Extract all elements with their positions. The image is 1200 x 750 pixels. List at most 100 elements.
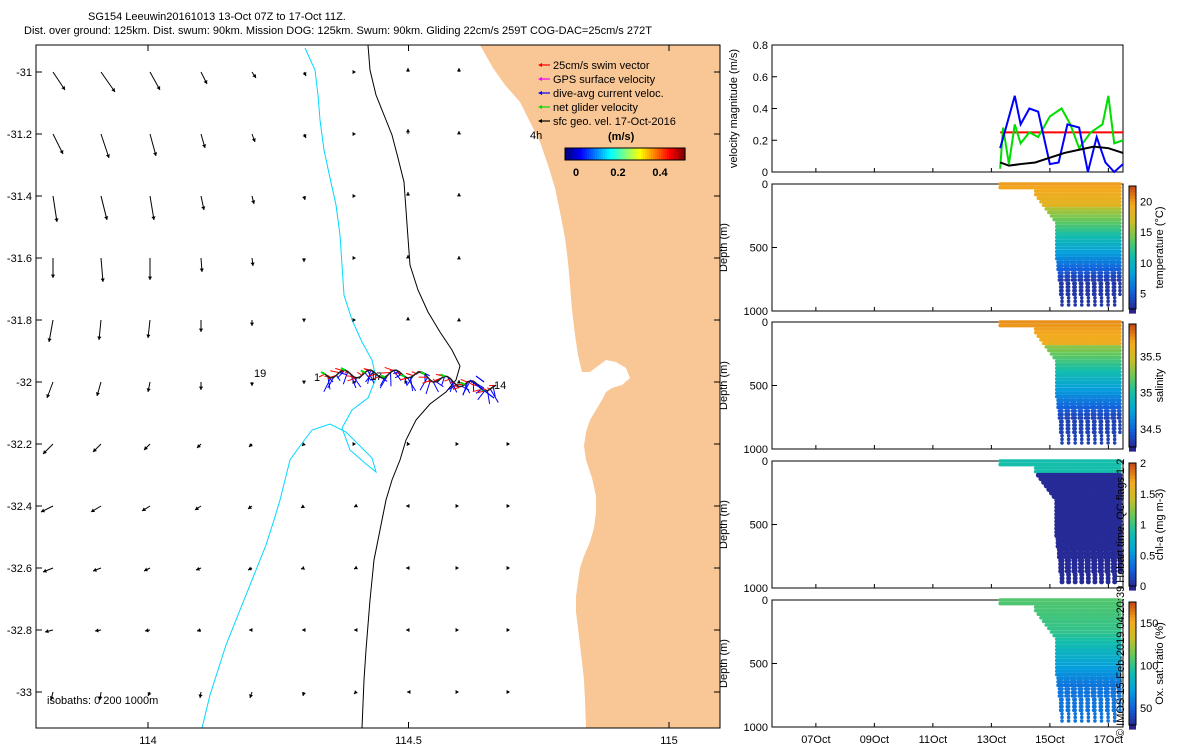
profile-point [1072, 547, 1078, 553]
profile-point [1093, 281, 1097, 286]
profile-point [1079, 263, 1084, 268]
profile-point [1118, 380, 1122, 385]
profile-point [1118, 217, 1122, 222]
profile-point [1060, 409, 1064, 413]
colorbar-cell [663, 148, 666, 160]
profile-point [1079, 416, 1084, 420]
profile-point [1073, 433, 1077, 438]
lon-tick-label: 115 [660, 735, 678, 747]
vector-arrowhead [506, 689, 510, 695]
velocity-series [999, 145, 1124, 167]
profile-colorbar-cell [1129, 268, 1136, 273]
profile-colorbar-cell [1129, 355, 1136, 360]
track-line [324, 369, 497, 392]
legend-arrowhead [538, 105, 542, 109]
profile-point [1093, 278, 1097, 282]
depth-tick-label: 1000 [744, 583, 768, 595]
profile-point [1106, 295, 1110, 300]
colorbar-cell [635, 148, 638, 160]
profile-point [1079, 561, 1085, 567]
profile-point [1093, 412, 1097, 417]
current-vector [100, 133, 110, 159]
depth-tick-label: 1000 [744, 306, 768, 318]
profile-colorbar-cell [1129, 189, 1136, 193]
vector-arrowhead [456, 256, 462, 260]
net-velocity [340, 367, 346, 371]
speed-colorbar: (m/s)0 0.2 0.4 [564, 131, 686, 179]
profile-colorbar-cell [1129, 287, 1136, 292]
dac-vector [432, 381, 439, 393]
profile-point [1079, 572, 1085, 578]
vector-arrowhead [301, 380, 307, 384]
profile-point [1060, 271, 1064, 275]
profile-point [1099, 292, 1104, 297]
profile-point [1106, 416, 1110, 420]
profile-point [1099, 554, 1105, 560]
profile-point [1092, 550, 1098, 556]
colorbar-cell [609, 148, 612, 160]
colorbar-cell [675, 148, 678, 160]
current-vectors [40, 68, 510, 701]
lat-tick-label: -31.6 [7, 253, 32, 265]
profile-point [1118, 391, 1122, 395]
legend-arrowhead [538, 119, 542, 123]
colorbar-cell [677, 148, 680, 160]
profile-point [1073, 423, 1077, 427]
profile-point [1092, 558, 1098, 564]
day-label: 4h [530, 130, 542, 142]
colorbar-cell [565, 148, 568, 160]
profile-point [1079, 547, 1085, 553]
profile-point [1118, 221, 1122, 225]
lat-tick-label: -31.8 [7, 315, 32, 327]
profile-point [1099, 558, 1105, 564]
profile-point [1073, 288, 1077, 293]
profile-colorbar-cell [1129, 220, 1136, 225]
legend-entry: 25cm/s swim vector [553, 60, 650, 72]
swim-vector [330, 370, 340, 374]
profile-colorbar-cell [1129, 324, 1136, 328]
vector-arrowhead [144, 446, 148, 450]
velocity-panel-frame [771, 44, 1124, 173]
current-vector [149, 133, 157, 157]
profile-point [1118, 182, 1122, 186]
profile-point [1118, 214, 1122, 218]
profile-colorbar-cell [1129, 339, 1136, 344]
profile-point [1079, 405, 1084, 410]
profile-point [1086, 271, 1091, 275]
profile-point [1106, 274, 1110, 279]
profile-colorbar-cell [1129, 217, 1136, 222]
colorbar-cell [581, 148, 584, 160]
profile-colorbar-cell [1129, 246, 1136, 251]
vector-arrowhead [302, 134, 307, 138]
net-velocity [360, 369, 366, 374]
dac-vector [365, 371, 374, 383]
profile-point [1099, 430, 1104, 435]
profile-point [1066, 409, 1071, 413]
vector-arrowhead [145, 628, 149, 633]
profile-point [1106, 398, 1110, 403]
profile-point [1118, 278, 1122, 282]
vector-arrowhead [352, 441, 356, 447]
profile-point [1073, 430, 1077, 435]
colorbar-title: (m/s) [608, 131, 635, 143]
vector-arrowhead [93, 448, 97, 452]
profile-point [1099, 260, 1104, 265]
profile-colorbar-cell [1129, 371, 1136, 376]
profile-colorbar-cell [1129, 387, 1136, 392]
profile-point [1118, 256, 1122, 261]
profile-point [1093, 426, 1097, 431]
colorbar-cell [597, 148, 600, 160]
day-label: 19 [254, 368, 266, 380]
profile-colorbar-tick: 5 [1140, 289, 1146, 301]
vector-arrowhead [250, 262, 255, 266]
current-vector [100, 71, 116, 93]
colorbar-cell [681, 148, 684, 160]
profile-point [1099, 401, 1104, 406]
profile-point [1086, 292, 1091, 297]
profile-point [1059, 572, 1065, 578]
profile-point [1073, 405, 1077, 410]
profile-colorbar-tick: 35.5 [1140, 352, 1161, 364]
colorbar-cell [679, 148, 682, 160]
profile-colorbar-cell [1129, 262, 1136, 266]
colorbar-cell [589, 148, 592, 160]
